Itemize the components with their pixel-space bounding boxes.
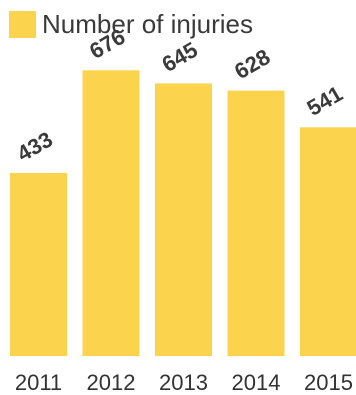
legend-label: Number of injuries: [42, 8, 253, 39]
x-tick-label-2013: 2013: [159, 370, 208, 395]
bars-group: [10, 70, 356, 357]
bar-2011: [10, 173, 67, 356]
x-tick-label-2015: 2015: [304, 370, 353, 395]
value-label-2011: 433: [13, 126, 57, 166]
value-label-2014: 628: [230, 44, 274, 84]
x-tick-labels-group: 2011 2012 2013 2014 2015: [15, 370, 353, 395]
x-tick-label-2011: 2011: [15, 370, 62, 395]
x-tick-label-2014: 2014: [232, 370, 281, 395]
bar-2014: [227, 90, 285, 356]
value-label-2012: 676: [85, 24, 129, 64]
x-tick-label-2012: 2012: [87, 370, 136, 395]
bar-2015: [300, 127, 356, 356]
value-label-2013: 645: [158, 37, 202, 77]
bar-2012: [82, 70, 140, 357]
bar-2013: [155, 83, 212, 357]
value-label-2015: 541: [303, 81, 347, 121]
legend-swatch: [9, 10, 36, 38]
chart-legend: Number of injuries: [9, 6, 253, 42]
